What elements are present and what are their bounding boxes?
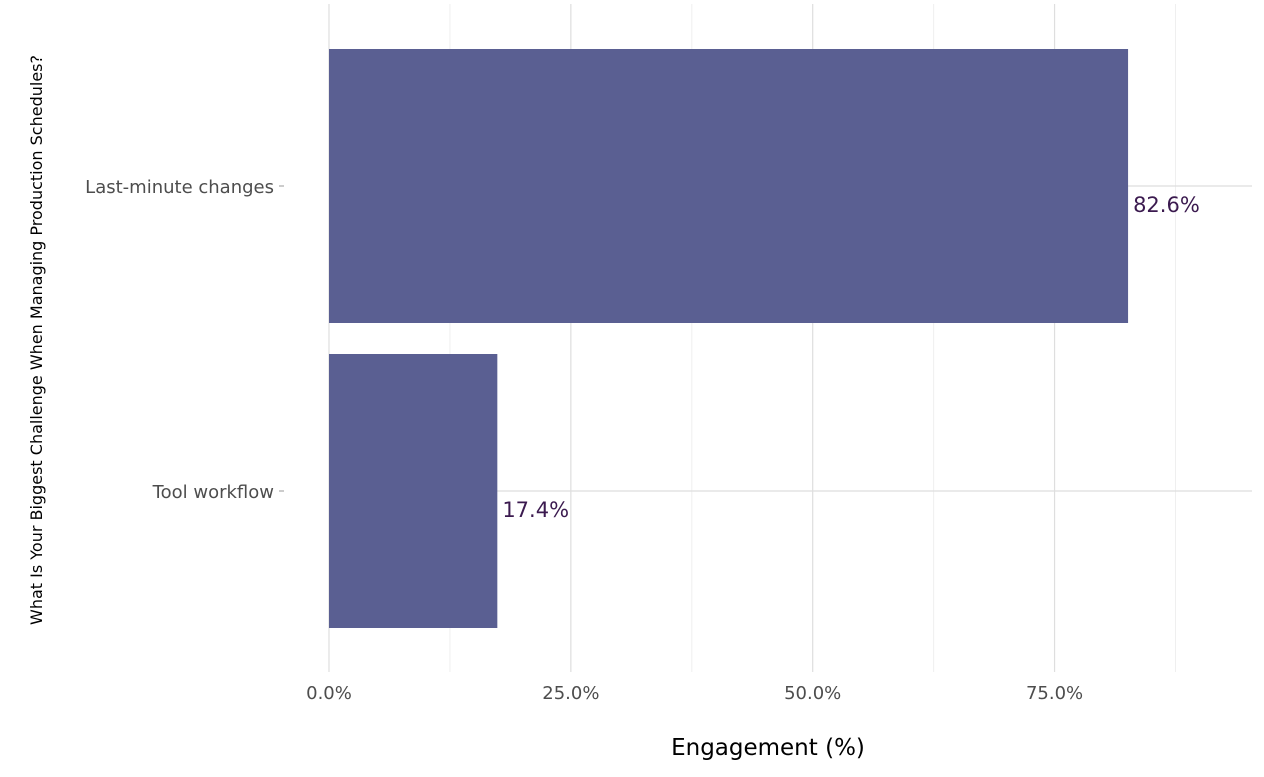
data-label: 17.4% [502, 498, 569, 522]
x-axis-title: Engagement (%) [671, 735, 865, 761]
x-tick-label: 75.0% [1026, 683, 1083, 704]
data-label: 82.6% [1133, 193, 1200, 217]
x-tick-label: 25.0% [542, 683, 599, 704]
x-axis-ticks: 0.0% 25.0% 50.0% 75.0% [306, 683, 1083, 704]
y-axis-ticks: Last-minute changes Tool workflow [85, 177, 284, 503]
data-labels: 82.6% 17.4% [502, 193, 1199, 522]
bar [329, 354, 498, 628]
x-tick-label: 50.0% [784, 683, 841, 704]
y-tick-label: Last-minute changes [85, 177, 274, 198]
x-tick-label: 0.0% [306, 683, 352, 704]
y-axis-title: What Is Your Biggest Challenge When Mana… [27, 55, 46, 625]
bars [329, 49, 1129, 628]
y-tick-label: Tool workflow [152, 482, 274, 503]
bar [329, 49, 1129, 323]
